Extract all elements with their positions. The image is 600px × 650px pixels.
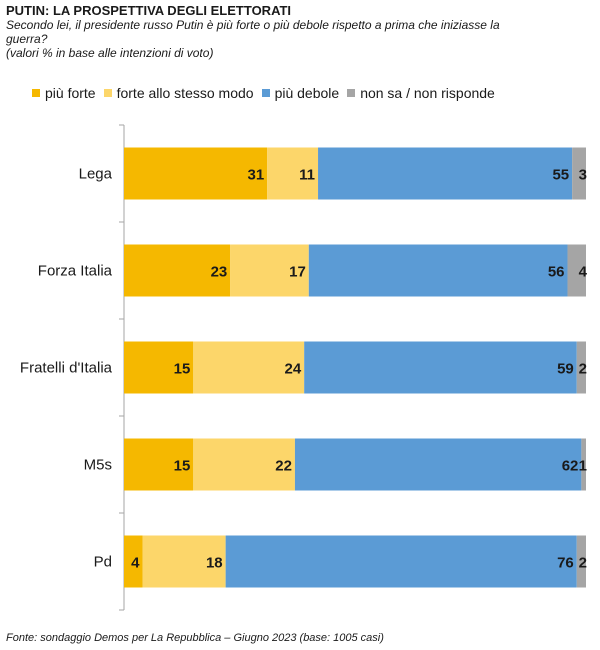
data-label: 23 (211, 264, 228, 281)
chart-subtitle: Secondo lei, il presidente russo Putin è… (6, 18, 591, 60)
legend-swatch (32, 89, 40, 97)
bar-segment (581, 438, 586, 491)
legend-swatch (103, 89, 112, 97)
legend-label: non sa / non risponde (360, 85, 495, 101)
category-label: Forza Italia (38, 263, 113, 280)
data-label: 1 (579, 458, 587, 475)
bar-segment (230, 244, 309, 297)
data-label: 31 (248, 167, 265, 184)
category-label: Lega (79, 166, 113, 183)
data-label: 18 (206, 555, 223, 572)
bar-segment (572, 147, 586, 200)
source-note: Fonte: sondaggio Demos per La Repubblica… (6, 632, 384, 644)
legend-item-piu-forte: più forte (32, 85, 96, 101)
bar-segment (124, 535, 143, 588)
data-label: 4 (579, 264, 588, 281)
data-label: 2 (579, 361, 587, 378)
legend-item-piu-debole: più debole (261, 85, 340, 101)
legend-label: più debole (274, 85, 340, 101)
bar-segment (124, 438, 194, 491)
bar-segment (304, 341, 577, 394)
data-label: 15 (174, 458, 191, 475)
data-label: 2 (579, 555, 587, 572)
legend-label: più forte (45, 85, 96, 101)
data-label: 15 (174, 361, 191, 378)
bar-segment (124, 147, 268, 200)
subtitle-question-end: guerra? (6, 32, 48, 46)
chart-title: PUTIN: LA PROSPETTIVA DEGLI ELETTORATI (6, 3, 292, 18)
bar-segment (142, 535, 226, 588)
legend-item-forte-stesso-modo: forte allo stesso modo (103, 85, 254, 101)
data-label: 24 (284, 361, 301, 378)
legend-swatch (261, 89, 270, 97)
category-label: Pd (94, 554, 112, 571)
chart-legend: più forte forte allo stesso modo più deb… (32, 85, 503, 101)
data-label: 17 (289, 264, 306, 281)
data-label: 56 (548, 264, 565, 281)
data-label: 22 (275, 458, 292, 475)
bar-segment (576, 535, 586, 588)
bar-segment (576, 341, 586, 394)
bar-segment (567, 244, 586, 297)
legend-item-non-sa: non sa / non risponde (347, 85, 495, 101)
bar-segment (267, 147, 319, 200)
bar-segment (308, 244, 568, 297)
category-label: M5s (84, 457, 112, 474)
legend-swatch (347, 89, 356, 97)
bar-segment (318, 147, 573, 200)
data-label: 59 (557, 361, 574, 378)
data-label: 62 (562, 458, 579, 475)
bar-segment (225, 535, 577, 588)
data-label: 11 (299, 167, 315, 184)
data-label: 76 (557, 555, 574, 572)
data-label: 3 (579, 167, 587, 184)
bar-segment (193, 438, 295, 491)
data-label: 4 (131, 555, 140, 572)
subtitle-note: (valori % in base alle intenzioni di vot… (6, 46, 214, 60)
legend-label: forte allo stesso modo (116, 85, 254, 101)
subtitle-question: Secondo lei, il presidente russo Putin è… (6, 18, 500, 32)
bar-segment (124, 341, 194, 394)
data-label: 55 (552, 167, 569, 184)
bar-segment (294, 438, 582, 491)
category-label: Fratelli d'Italia (20, 360, 113, 377)
bar-segment (193, 341, 305, 394)
bar-segment (124, 244, 231, 297)
